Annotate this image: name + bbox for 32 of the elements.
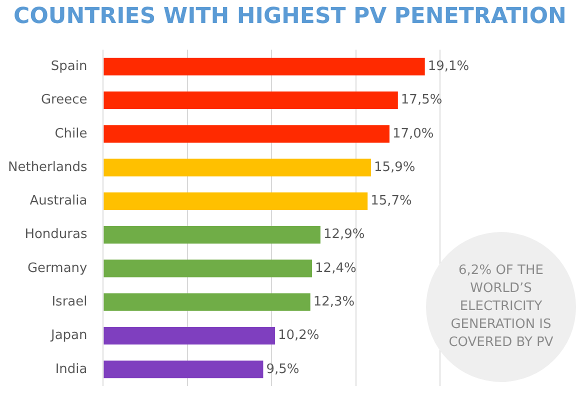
data-label: 12,3% [313, 294, 355, 310]
chart-title: COUNTRIES WITH HIGHEST PV PENETRATION [12, 3, 568, 31]
data-label: 15,7% [370, 194, 412, 209]
data-label: 10,2% [278, 328, 320, 344]
data-label: 12,4% [315, 260, 356, 276]
bar [104, 226, 320, 244]
data-label: 19,1% [428, 58, 470, 74]
data-label: 17,5% [400, 92, 442, 108]
y-tick-label: Honduras [24, 227, 88, 242]
bar [104, 293, 310, 311]
y-tick-label: Chile [54, 126, 88, 142]
bar [104, 360, 264, 378]
bar [104, 125, 390, 143]
y-tick-label: Japan [50, 328, 88, 344]
y-tick-label: Greece [40, 92, 88, 108]
y-tick-label: Netherlands [8, 160, 88, 175]
bar [104, 91, 398, 110]
bar [104, 326, 275, 345]
data-label: 12,9% [323, 227, 365, 242]
y-tick-label: Germany [27, 260, 88, 276]
bar [104, 158, 371, 176]
y-tick-label: Israel [52, 294, 88, 310]
data-label: 15,9% [374, 160, 416, 175]
circle-backdrop: 6,2% OF THE WORLD’S ELECTRICITY GENERATION IS COVERED BY PV [426, 232, 576, 382]
y-tick-label: Australia [30, 194, 88, 209]
y-tick-label: Spain [50, 58, 88, 74]
bar [104, 260, 312, 278]
bar [104, 192, 368, 210]
data-label: 9,5% [266, 362, 300, 377]
data-label: 17,0% [392, 126, 434, 142]
y-tick-label: India [55, 362, 88, 377]
bar [104, 58, 425, 76]
